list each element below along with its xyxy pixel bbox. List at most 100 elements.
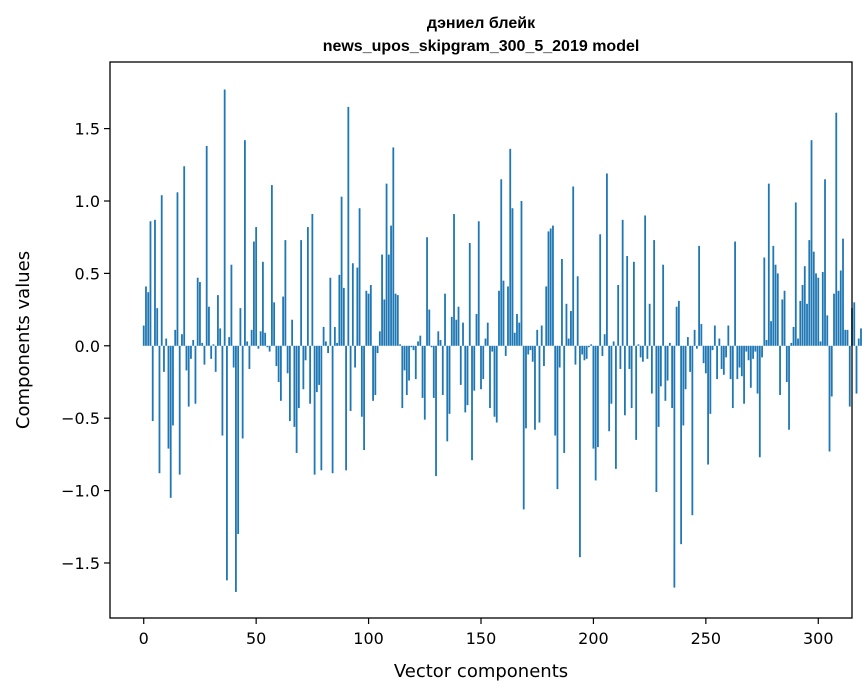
bar-73 bbox=[306, 227, 309, 346]
bar-5 bbox=[154, 219, 156, 346]
bar-37 bbox=[226, 345, 228, 581]
bar-82 bbox=[327, 345, 329, 354]
bar-30 bbox=[210, 345, 213, 359]
bar-175 bbox=[536, 329, 539, 346]
bar-209 bbox=[612, 341, 615, 346]
bar-233 bbox=[666, 345, 669, 381]
bar-171 bbox=[527, 345, 530, 355]
bar-188 bbox=[565, 303, 568, 346]
bar-29 bbox=[208, 306, 210, 346]
bar-238 bbox=[677, 300, 680, 346]
bar-113 bbox=[396, 295, 399, 346]
bar-15 bbox=[176, 192, 179, 346]
bar-279 bbox=[770, 321, 772, 346]
bar-228 bbox=[655, 345, 658, 493]
bar-234 bbox=[668, 342, 671, 346]
bar-110 bbox=[390, 225, 392, 346]
bar-239 bbox=[680, 345, 683, 545]
bar-178 bbox=[543, 345, 545, 367]
bar-130 bbox=[435, 345, 437, 477]
bar-142 bbox=[462, 322, 464, 346]
bar-285 bbox=[783, 290, 786, 346]
bar-306 bbox=[830, 345, 833, 397]
bar-34 bbox=[219, 328, 222, 346]
bar-218 bbox=[633, 261, 635, 346]
bar-225 bbox=[648, 303, 651, 346]
bar-216 bbox=[628, 345, 631, 369]
bar-256 bbox=[718, 338, 721, 346]
bar-103 bbox=[374, 345, 377, 396]
bar-301 bbox=[819, 341, 822, 346]
bar-43 bbox=[239, 308, 242, 346]
bar-137 bbox=[450, 316, 453, 346]
bar-58 bbox=[273, 302, 276, 346]
x-axis-label: Vector components bbox=[394, 661, 568, 682]
bar-250 bbox=[704, 345, 707, 374]
bar-153 bbox=[486, 322, 489, 346]
bar-235 bbox=[671, 345, 674, 409]
bar-17 bbox=[181, 334, 183, 346]
bar-38 bbox=[228, 337, 231, 346]
bar-47 bbox=[248, 345, 251, 369]
bar-293 bbox=[801, 284, 804, 346]
bar-105 bbox=[378, 331, 381, 346]
bar-98 bbox=[363, 345, 365, 451]
bar-93 bbox=[351, 263, 354, 346]
bar-303 bbox=[824, 179, 826, 346]
bar-118 bbox=[408, 345, 410, 381]
bar-196 bbox=[583, 345, 586, 361]
bar-138 bbox=[453, 214, 455, 346]
bar-42 bbox=[237, 345, 240, 535]
bar-177 bbox=[540, 325, 543, 346]
bar-85 bbox=[333, 326, 336, 346]
bar-50 bbox=[255, 227, 258, 346]
bar-251 bbox=[707, 345, 709, 465]
bar-88 bbox=[340, 196, 343, 346]
bar-62 bbox=[282, 296, 285, 346]
y-tick-label-0: −1.5 bbox=[61, 554, 100, 573]
bar-102 bbox=[372, 345, 374, 401]
bar-227 bbox=[653, 240, 656, 346]
bar-39 bbox=[230, 264, 233, 346]
bar-4 bbox=[151, 345, 154, 422]
bar-261 bbox=[729, 345, 732, 380]
bar-7 bbox=[158, 345, 161, 474]
bar-89 bbox=[342, 287, 345, 346]
bar-243 bbox=[689, 345, 692, 372]
bar-187 bbox=[563, 345, 566, 453]
bar-92 bbox=[349, 345, 352, 411]
bar-59 bbox=[275, 345, 278, 367]
plot-frame bbox=[109, 61, 853, 619]
bar-305 bbox=[828, 345, 831, 452]
bar-214 bbox=[624, 345, 626, 416]
bar-115 bbox=[401, 345, 404, 409]
bar-76 bbox=[313, 345, 316, 475]
y-tick-label-5: 1.0 bbox=[75, 192, 100, 211]
bar-146 bbox=[471, 345, 473, 461]
bar-106 bbox=[381, 254, 383, 346]
bar-125 bbox=[423, 345, 426, 420]
bar-193 bbox=[576, 276, 579, 346]
bar-94 bbox=[354, 345, 356, 368]
bar-10 bbox=[165, 338, 168, 346]
bar-72 bbox=[304, 345, 307, 361]
bar-267 bbox=[743, 345, 745, 404]
bar-119 bbox=[410, 345, 413, 348]
bar-77 bbox=[315, 345, 318, 393]
bar-19 bbox=[185, 345, 188, 371]
bar-244 bbox=[691, 345, 694, 516]
bar-143 bbox=[464, 345, 467, 413]
bar-71 bbox=[302, 345, 305, 390]
bar-150 bbox=[480, 345, 482, 390]
bar-60 bbox=[277, 345, 280, 382]
bar-121 bbox=[414, 345, 417, 380]
bar-269 bbox=[747, 345, 750, 361]
bar-55 bbox=[266, 345, 269, 348]
bar-97 bbox=[360, 345, 363, 417]
bar-49 bbox=[253, 241, 255, 346]
bar-45 bbox=[244, 140, 246, 346]
bar-12 bbox=[169, 345, 172, 498]
bar-139 bbox=[455, 319, 458, 346]
bar-83 bbox=[329, 277, 332, 346]
bar-302 bbox=[821, 271, 824, 346]
